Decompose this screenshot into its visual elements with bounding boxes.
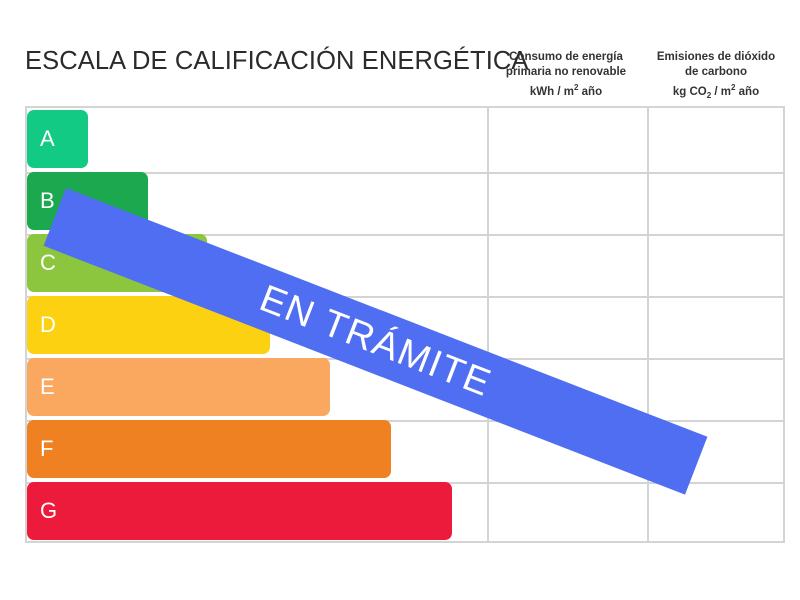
emisiones-unit-suffix: año [735, 85, 760, 98]
rating-letter-f: F [40, 436, 54, 461]
emisiones-unit-middle: / m [711, 85, 732, 98]
consumo-header-units: kWh / m2 año [487, 80, 645, 100]
row-separator-1 [27, 172, 783, 174]
rating-bar-a[interactable]: A [27, 110, 88, 168]
column-divider-consumo [487, 108, 489, 541]
rating-letter-g: G [40, 498, 58, 523]
rating-letter-d: D [40, 312, 57, 337]
consumo-header-line-2: primaria no renovable [505, 66, 627, 78]
page-title: ESCALA DE CALIFICACIÓN ENERGÉTICA [25, 47, 529, 75]
column-header-emisiones-dioxido-carbono: Emisiones de dióxido de carbono kg CO2 /… [646, 50, 786, 103]
row-separator-5 [27, 420, 783, 422]
rating-bar-g[interactable]: G [27, 482, 452, 540]
consumo-unit-suffix: año [578, 85, 603, 98]
rating-letter-e: E [40, 374, 56, 399]
rating-bar-f[interactable]: F [27, 420, 391, 478]
emisiones-header-line-1: Emisiones de dióxido [656, 51, 776, 63]
rating-bar-e[interactable]: E [27, 358, 330, 416]
rating-letter-c: C [40, 250, 57, 275]
emisiones-header-units: kg CO2 / m2 año [646, 80, 786, 103]
rating-letter-b: B [40, 188, 56, 213]
consumo-unit-prefix: kWh / m [529, 85, 574, 98]
emisiones-unit-prefix: kg CO [672, 85, 707, 98]
consumo-unit-exponent: 2 [574, 83, 579, 92]
emisiones-unit-subscript: 2 [706, 91, 712, 101]
rating-letter-a: A [40, 126, 56, 151]
row-separator-2 [27, 234, 783, 236]
column-divider-emisiones [647, 108, 649, 541]
consumo-header-line-1: Consumo de energía [509, 51, 623, 63]
row-separator-3 [27, 296, 783, 298]
emisiones-header-line-2: de carbono [685, 66, 747, 78]
column-header-consumo-energia-primaria: Consumo de energía primaria no renovable… [487, 50, 645, 100]
emisiones-unit-exponent: 2 [731, 83, 736, 92]
